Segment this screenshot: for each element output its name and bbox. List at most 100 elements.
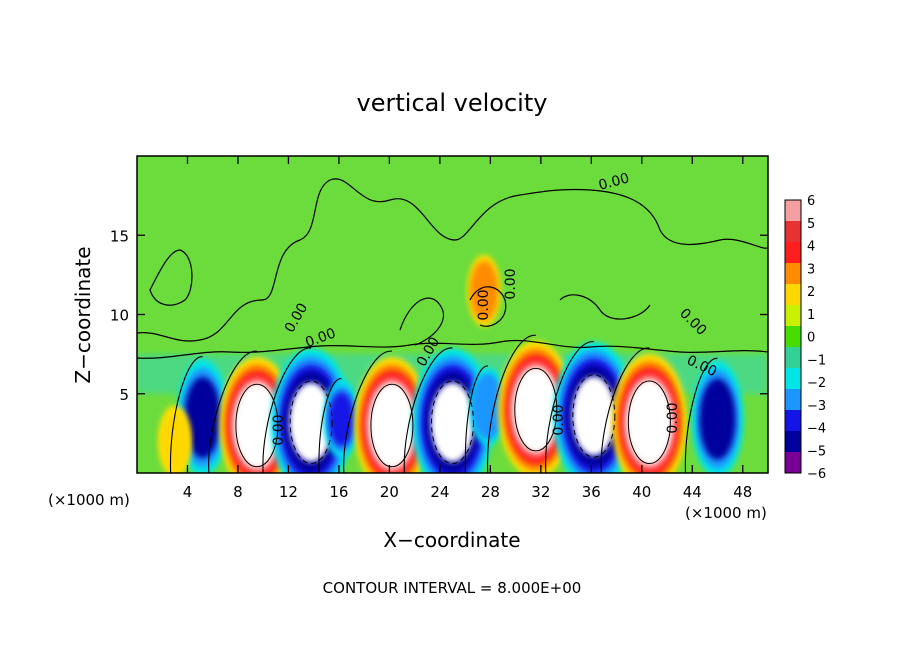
cell-zero-contour [208,350,257,473]
velocity-cell [270,348,352,473]
velocity-cell [323,380,360,459]
contour-zero-upper [137,178,768,342]
x-tick-label: 44 [683,483,702,501]
colorbar-swatch [785,242,801,263]
cell-contour [235,383,279,468]
plot-area: 0.000.00 0.000.000.000.000.000.00 0.00 0.00… [137,156,768,473]
colorbar-label: 6 [807,194,815,209]
cell-zero-contour [262,347,312,473]
contour-label: 0.00 [271,414,287,445]
velocity-cell [498,340,574,473]
velocity-cell [611,353,687,473]
x-tick-label: 32 [531,483,550,501]
colorbar-label: 5 [807,217,815,232]
colorbar-label: −3 [807,399,826,414]
cell-shade [184,377,221,459]
cell-contour [514,367,558,452]
contour-label: 0.00 [503,268,519,299]
colorbar-swatch [785,368,801,389]
cell-shade [625,379,673,466]
colorbar-label: 1 [807,308,815,323]
velocity-cell [691,360,744,473]
cell-zero-contour [487,334,536,473]
x-axis-ticks: 4 8 12 16 20 24 28 32 36 40 44 48 [183,156,752,501]
colorbar-label: 4 [807,240,815,255]
y-tick-label: 15 [110,227,129,245]
x-tick-label: 24 [430,483,449,501]
cell-zero-contour [464,365,488,473]
cell-zero-contour [545,341,594,473]
x-unit-left: (×1000 m) [48,491,130,509]
contour-zero-left [149,249,193,306]
cell-shade [368,382,416,469]
x-unit-right: (×1000 m) [685,504,767,522]
x-tick-label: 40 [632,483,651,501]
contour-label: 0.00 [665,402,681,433]
colorbar-swatch [785,326,801,347]
contour-zero-mid [137,339,768,359]
y-tick-label: 5 [119,386,129,404]
colorbar-label: 0 [807,331,815,346]
x-axis-label: X−coordinate [383,528,520,552]
contour-label: 0.00 [597,170,631,194]
cell-contour [627,380,671,465]
x-tick-label: 8 [233,483,243,501]
velocity-cell [412,348,493,473]
colorbar-label: 3 [807,262,815,277]
cell-contour [572,374,616,458]
x-tick-label: 16 [329,483,348,501]
colorbar-label: −1 [807,353,826,368]
cell-shade [475,379,501,434]
cell-zero-contour [684,357,718,473]
colorbar-swatch [785,452,801,473]
colorbar-label: −2 [807,376,826,391]
cell-shade [470,260,499,321]
colorbar: 6 5 4 3 2 1 0 −1 −2 −3 −4 −5 −6 [784,194,826,482]
cell-contour [431,380,474,465]
y-axis-ticks: 5 10 15 [110,227,768,404]
cell-contour [370,383,414,468]
colorbar-swatch [785,284,801,305]
colorbar-swatch [785,200,801,221]
colorbar-swatch [785,410,801,431]
y-tick-label: 10 [110,307,129,325]
velocity-cell [467,254,501,327]
colorbar-frame [784,199,802,474]
x-tick-label: 12 [279,483,298,501]
cell-zero-contour [318,378,342,473]
cell-zero-contour [343,350,392,473]
colorbar-label: −5 [807,444,826,459]
velocity-cell [158,405,192,473]
cell-zero-contour [600,347,650,473]
colorbar-label: 2 [807,285,815,300]
cell-shade [512,366,560,453]
x-tick-label: 28 [481,483,500,501]
colorbar-swatch [785,347,801,368]
contour-zero-wiggle [399,286,651,346]
colorbar-swatch [785,221,801,242]
colorbar-swatch [785,305,801,326]
contour-label: 0.00 [476,289,492,320]
colorbar-label: −6 [807,467,826,482]
cell-shade [328,392,355,447]
cell-shade [572,376,616,456]
cell-zero-contour [403,347,453,473]
cell-shade [699,378,736,460]
cell-shade [160,411,189,472]
cell-zero-contour [169,356,203,473]
velocity-cell [469,367,507,446]
contour-interval-note: CONTOUR INTERVAL = 8.000E+00 [323,579,582,597]
cell-shade [430,382,475,462]
x-tick-label: 36 [582,483,601,501]
colorbar-label: −4 [807,422,826,437]
cell-contours [169,334,718,473]
chart-title: vertical velocity [357,89,548,117]
colorbar-swatch [785,389,801,410]
colorbar-swatch [785,263,801,284]
y-axis-label: Z−coordinate [71,246,95,383]
cell-contour [289,380,333,465]
x-tick-label: 48 [733,483,752,501]
cell-shade [233,382,281,469]
x-tick-label: 20 [380,483,399,501]
